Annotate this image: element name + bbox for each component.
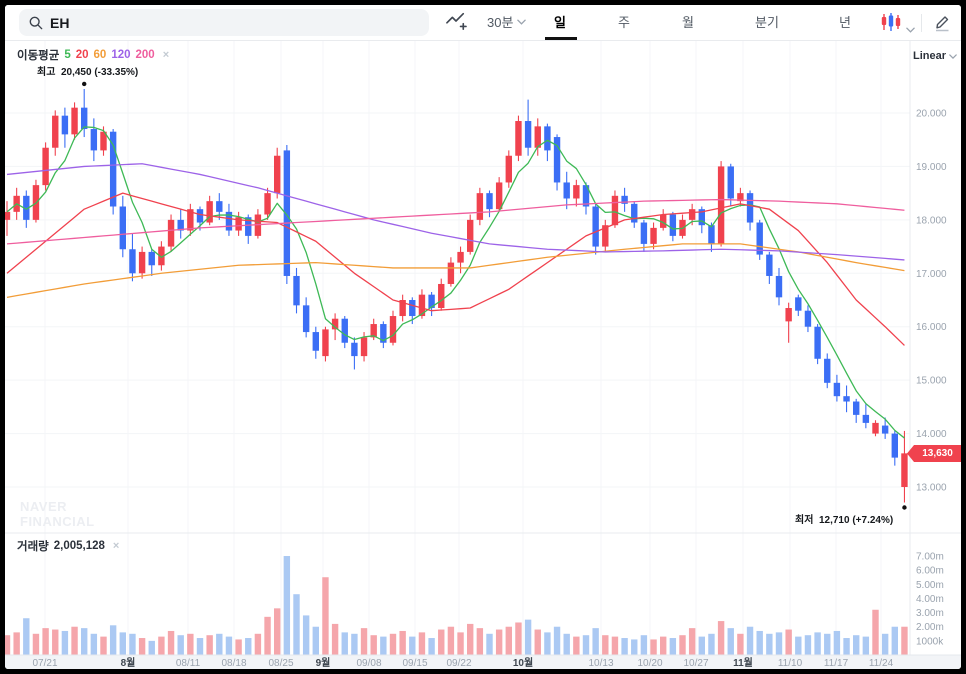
svg-text:18.000: 18.000 bbox=[916, 215, 947, 226]
search-value: EH bbox=[50, 14, 70, 31]
selected-tab-underline bbox=[545, 37, 577, 40]
svg-text:13.000: 13.000 bbox=[916, 483, 947, 494]
svg-text:08/11: 08/11 bbox=[176, 658, 201, 669]
svg-text:19.000: 19.000 bbox=[916, 162, 947, 173]
svg-text:07/21: 07/21 bbox=[32, 658, 57, 669]
search-icon bbox=[29, 16, 43, 29]
chevron-down-icon bbox=[949, 53, 957, 59]
interval-tab-30min[interactable]: 30분 bbox=[487, 5, 527, 38]
svg-text:1000k: 1000k bbox=[916, 636, 944, 647]
volume-legend-close-icon[interactable]: × bbox=[112, 540, 120, 552]
ma-legend-title: 이동평균 bbox=[17, 50, 60, 62]
svg-text:16.000: 16.000 bbox=[916, 322, 947, 333]
svg-text:4.00m: 4.00m bbox=[916, 594, 944, 605]
toolbar: EH 30분 일 주 월 분기 년 bbox=[5, 5, 961, 41]
volume-legend: 거래량 2,005,128 × bbox=[17, 538, 119, 554]
svg-text:9월: 9월 bbox=[316, 657, 331, 669]
svg-text:09/15: 09/15 bbox=[402, 658, 427, 669]
svg-text:11/24: 11/24 bbox=[869, 658, 894, 669]
toolbar-divider bbox=[921, 14, 922, 32]
high-price-label: 최고 20,450 (-33.35%) bbox=[37, 67, 139, 78]
chart-type-chevron-icon[interactable] bbox=[906, 20, 915, 38]
svg-text:6.00m: 6.00m bbox=[916, 566, 944, 577]
svg-text:08/25: 08/25 bbox=[268, 658, 293, 669]
ma-period-60: 60 bbox=[93, 49, 107, 61]
svg-text:5.00m: 5.00m bbox=[916, 580, 944, 591]
svg-text:10월: 10월 bbox=[513, 657, 533, 669]
svg-text:20.000: 20.000 bbox=[916, 109, 947, 120]
scale-selector[interactable]: Linear bbox=[913, 50, 957, 62]
chart-area: 20.000 19.000 18.000 17.000 16.000 15.000 14.0… bbox=[5, 41, 961, 669]
svg-text:10/13: 10/13 bbox=[588, 658, 613, 669]
price-volume-chart[interactable]: 20.000 19.000 18.000 17.000 16.000 15.000 14.0… bbox=[5, 41, 961, 669]
ma-period-5: 5 bbox=[64, 49, 71, 61]
symbol-search-input[interactable]: EH bbox=[19, 9, 429, 36]
current-price-badge: 13,630 bbox=[907, 445, 961, 462]
ma-period-20: 20 bbox=[75, 49, 89, 61]
svg-text:10/20: 10/20 bbox=[637, 658, 662, 669]
svg-text:3.00m: 3.00m bbox=[916, 608, 944, 619]
svg-text:7.00m: 7.00m bbox=[916, 552, 944, 563]
moving-average-legend: 이동평균 5 20 60 120 200 × bbox=[17, 47, 169, 63]
svg-text:11월: 11월 bbox=[733, 657, 753, 669]
interval-tab-quarter[interactable]: 분기 bbox=[755, 15, 779, 30]
svg-text:17.000: 17.000 bbox=[916, 269, 947, 280]
svg-text:10/27: 10/27 bbox=[683, 658, 708, 669]
interval-tab-month[interactable]: 월 bbox=[682, 15, 694, 30]
ma-period-200: 200 bbox=[135, 49, 155, 61]
draw-pencil-icon[interactable] bbox=[933, 13, 951, 37]
ma-legend-close-icon[interactable]: × bbox=[162, 49, 170, 61]
interval-tab-day[interactable]: 일 bbox=[554, 15, 566, 30]
chevron-down-icon bbox=[517, 19, 527, 25]
watermark: NAVER FINANCIAL bbox=[20, 499, 95, 529]
svg-text:11/17: 11/17 bbox=[824, 658, 849, 669]
interval-tab-year[interactable]: 년 bbox=[839, 15, 851, 30]
interval-tab-week[interactable]: 주 bbox=[618, 15, 630, 30]
ma-period-120: 120 bbox=[111, 49, 131, 61]
svg-text:14.000: 14.000 bbox=[916, 429, 947, 440]
svg-text:11/10: 11/10 bbox=[778, 658, 803, 669]
svg-text:08/18: 08/18 bbox=[221, 658, 246, 669]
add-comparison-chart-icon[interactable] bbox=[445, 11, 467, 36]
svg-text:15.000: 15.000 bbox=[916, 376, 947, 387]
volume-legend-value: 2,005,128 bbox=[53, 540, 105, 552]
svg-text:2.00m: 2.00m bbox=[916, 622, 944, 633]
svg-text:09/22: 09/22 bbox=[446, 658, 471, 669]
svg-text:8월: 8월 bbox=[121, 657, 136, 669]
low-price-label: 최저 12,710 (+7.24%) bbox=[795, 515, 894, 526]
chart-type-candlestick-icon[interactable] bbox=[880, 13, 902, 36]
stock-chart-app: EH 30분 일 주 월 분기 년 bbox=[5, 5, 961, 669]
volume-legend-title: 거래량 bbox=[17, 541, 49, 553]
svg-text:09/08: 09/08 bbox=[356, 658, 381, 669]
